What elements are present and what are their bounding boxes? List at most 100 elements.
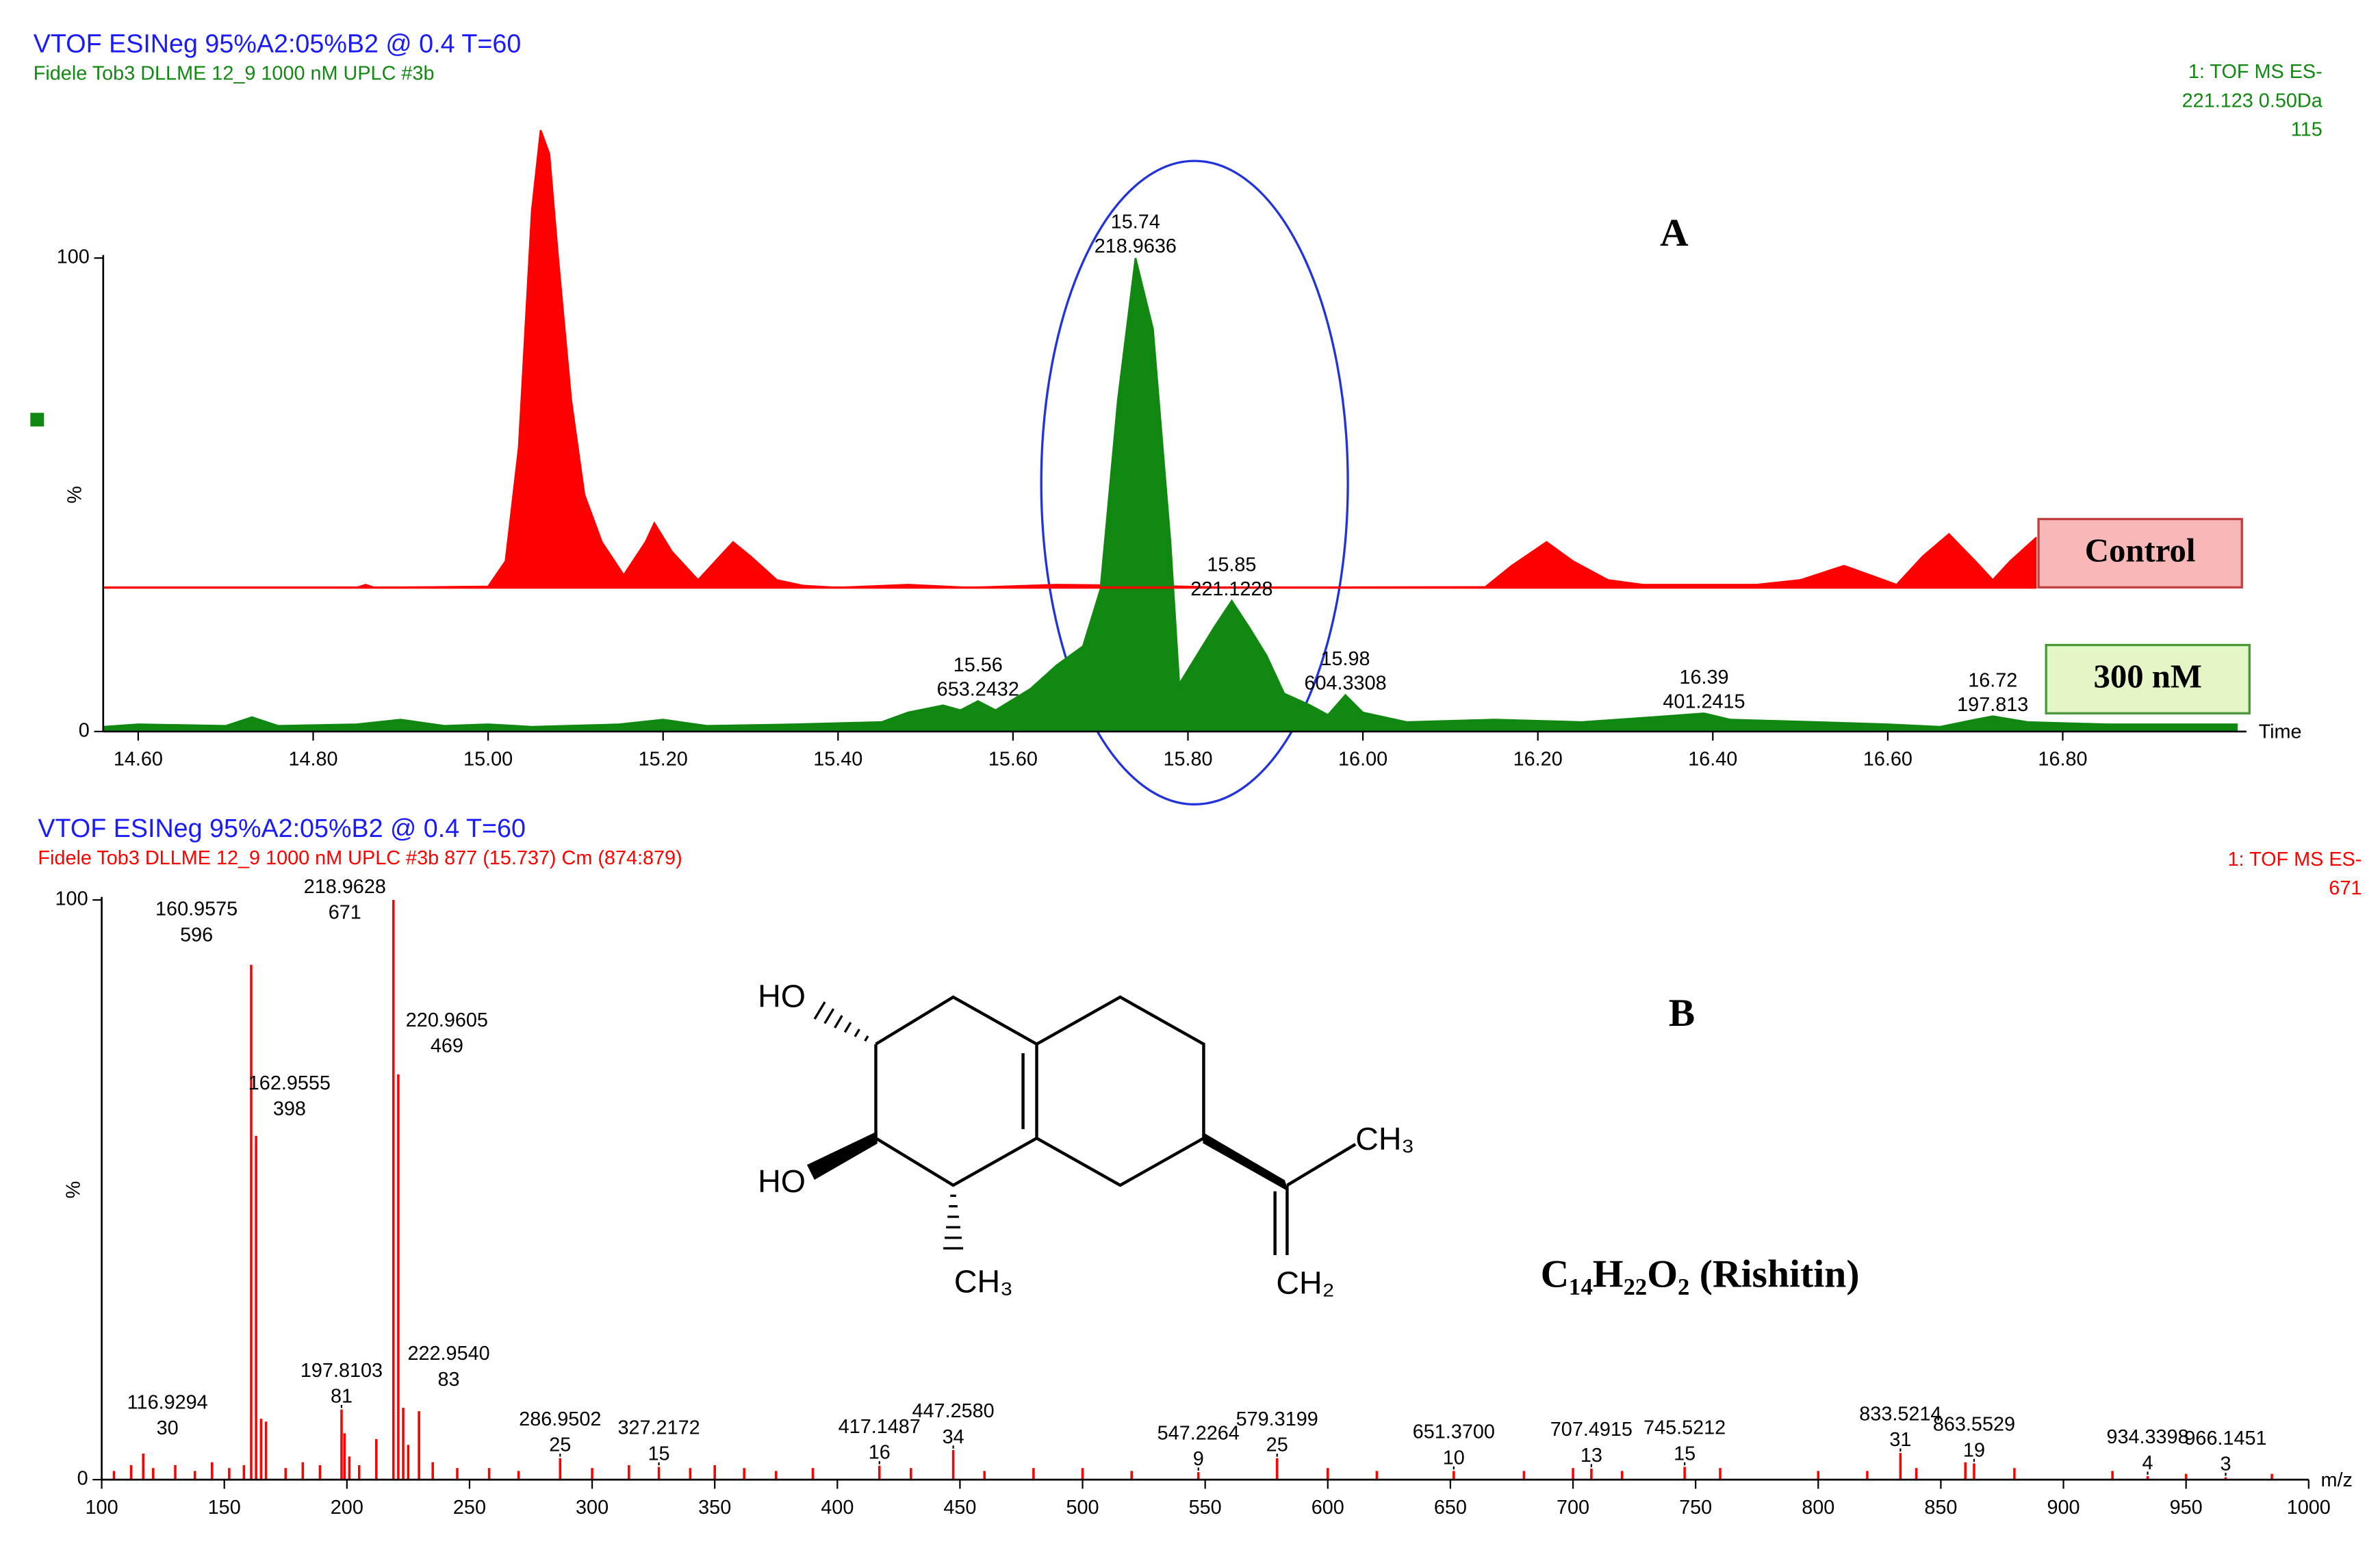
x-axis-label: Time bbox=[2259, 721, 2302, 743]
x-tick-label: 1000 bbox=[2287, 1497, 2331, 1519]
acquisition-info: 1: TOF MS ES- bbox=[2228, 849, 2362, 870]
peak-mz-label: 547.2264 bbox=[1157, 1422, 1240, 1444]
peak-mz-label: 651.3700 bbox=[1413, 1421, 1495, 1443]
x-tick-label: 700 bbox=[1557, 1497, 1589, 1519]
y-tick-label: 100 bbox=[57, 246, 90, 268]
x-tick-label: 15.20 bbox=[639, 749, 688, 771]
x-tick-label: 14.60 bbox=[114, 749, 163, 771]
acquisition-info: 671 bbox=[2329, 877, 2362, 899]
x-tick-label: 150 bbox=[208, 1497, 241, 1519]
x-tick-label: 550 bbox=[1189, 1497, 1222, 1519]
x-tick-label: 14.80 bbox=[288, 749, 337, 771]
chart-subtitle: Fidele Tob3 DLLME 12_9 1000 nM UPLC #3b … bbox=[38, 847, 682, 869]
peak-mz-label: 160.9575 bbox=[155, 899, 238, 920]
y-tick-label: 100 bbox=[55, 888, 88, 910]
trace-line bbox=[103, 129, 2038, 589]
acquisition-info: 1: TOF MS ES- bbox=[2188, 61, 2323, 83]
x-tick-label: 900 bbox=[2047, 1497, 2080, 1519]
chart-subtitle: Fidele Tob3 DLLME 12_9 1000 nM UPLC #3b bbox=[34, 62, 435, 84]
x-tick-label: 300 bbox=[576, 1497, 609, 1519]
peak-annotation: 401.2415 bbox=[1663, 691, 1745, 713]
peak-count-label: 671 bbox=[329, 902, 361, 924]
x-tick-label: 16.20 bbox=[1513, 749, 1563, 771]
peak-count-label: 16 bbox=[869, 1442, 891, 1464]
x-tick-label: 15.60 bbox=[988, 749, 1038, 771]
peak-annotation: 16.72 bbox=[1968, 669, 2017, 691]
peak-count-label: 30 bbox=[157, 1417, 179, 1439]
wedge-bond bbox=[1203, 1132, 1289, 1191]
hash-bond bbox=[834, 1015, 843, 1029]
x-tick-label: 15.80 bbox=[1163, 749, 1212, 771]
highlight-ellipse bbox=[1040, 159, 1349, 806]
peak-mz-label: 417.1487 bbox=[839, 1416, 921, 1438]
peak-count-label: 31 bbox=[1889, 1429, 1911, 1451]
peak-count-label: 10 bbox=[1443, 1447, 1465, 1469]
marker-square bbox=[30, 413, 44, 427]
peak-count-label: 469 bbox=[431, 1035, 463, 1057]
peak-mz-label: 162.9555 bbox=[248, 1072, 331, 1094]
peak-count-label: 15 bbox=[1674, 1443, 1696, 1465]
peak-count-label: 19 bbox=[1963, 1439, 1985, 1461]
peak-annotation: 15.74 bbox=[1111, 211, 1160, 233]
atom-label: CH₃ bbox=[1355, 1121, 1414, 1157]
acquisition-info: 115 bbox=[2291, 118, 2323, 140]
peak-annotation: 15.85 bbox=[1207, 554, 1256, 576]
x-tick-label: 16.60 bbox=[1863, 749, 1912, 771]
peak-mz-label: 222.9540 bbox=[407, 1343, 489, 1365]
ring-right bbox=[1036, 995, 1205, 1187]
peak-mz-label: 447.2580 bbox=[912, 1400, 995, 1422]
panel-label: A bbox=[1660, 211, 1689, 255]
x-tick-label: 250 bbox=[453, 1497, 486, 1519]
peak-annotation: 15.98 bbox=[1320, 648, 1370, 670]
panel-label: B bbox=[1669, 992, 1695, 1035]
y-tick-label: 0 bbox=[79, 720, 90, 742]
peak-count-label: 25 bbox=[549, 1434, 571, 1456]
area bbox=[103, 130, 2037, 588]
legend-label: 300 nM bbox=[2093, 658, 2202, 695]
y-tick-label: 0 bbox=[77, 1468, 88, 1490]
peak-mz-label: 286.9502 bbox=[519, 1408, 601, 1430]
x-tick-label: 16.40 bbox=[1688, 749, 1737, 771]
hash-bond bbox=[823, 1008, 835, 1024]
x-tick-label: 650 bbox=[1434, 1497, 1467, 1519]
peak-count-label: 81 bbox=[331, 1385, 353, 1407]
peak-count-label: 34 bbox=[943, 1426, 964, 1448]
x-tick-label: 500 bbox=[1066, 1497, 1099, 1519]
legend-box bbox=[2037, 517, 2243, 589]
x-tick-label: 850 bbox=[1924, 1497, 1957, 1519]
peak-mz-label: 116.9294 bbox=[127, 1391, 208, 1413]
acquisition-info: 221.123 0.50Da bbox=[2182, 90, 2323, 112]
x-tick-label: 15.40 bbox=[813, 749, 862, 771]
x-tick-label: 600 bbox=[1311, 1497, 1344, 1519]
peak-count-label: 13 bbox=[1581, 1445, 1602, 1467]
peak-count-label: 596 bbox=[180, 924, 213, 946]
molecule bbox=[806, 995, 1357, 1255]
peak-mz-label: 197.8103 bbox=[300, 1360, 383, 1382]
peak-annotation: 197.813 bbox=[1957, 694, 2028, 716]
peak-mz-label: 579.3199 bbox=[1236, 1408, 1318, 1430]
peak-annotation: 16.39 bbox=[1679, 667, 1728, 688]
hash-bond bbox=[854, 1029, 860, 1037]
hash-bond bbox=[843, 1022, 852, 1033]
peak-mz-label: 966.1451 bbox=[2184, 1428, 2266, 1449]
peak-count-label: 83 bbox=[438, 1369, 460, 1391]
peak-count-label: 398 bbox=[273, 1098, 306, 1120]
x-tick-label: 450 bbox=[943, 1497, 976, 1519]
x-tick-label: 350 bbox=[698, 1497, 731, 1519]
formula: C₁₄H₂₂O₂ (Rishitin) bbox=[1541, 1252, 1860, 1295]
atom-label: CH₂ bbox=[1276, 1265, 1334, 1301]
atom-label: HO bbox=[758, 978, 806, 1014]
peak-mz-label: 218.9628 bbox=[304, 876, 386, 898]
hash-bond bbox=[864, 1035, 869, 1042]
chart-title: VTOF ESINeg 95%A2:05%B2 @ 0.4 T=60 bbox=[34, 29, 522, 58]
peak-mz-label: 745.5212 bbox=[1643, 1417, 1726, 1439]
atom-label: HO bbox=[758, 1163, 806, 1199]
peak-count-label: 15 bbox=[648, 1443, 670, 1465]
hash-bond bbox=[813, 1001, 826, 1020]
x-tick-label: 15.00 bbox=[463, 749, 513, 771]
legend-box bbox=[2045, 643, 2251, 714]
x-tick-label: 16.00 bbox=[1338, 749, 1387, 771]
peak-mz-label: 934.3398 bbox=[2106, 1426, 2188, 1448]
trace-line bbox=[103, 257, 2238, 728]
x-tick-label: 16.80 bbox=[2038, 749, 2087, 771]
